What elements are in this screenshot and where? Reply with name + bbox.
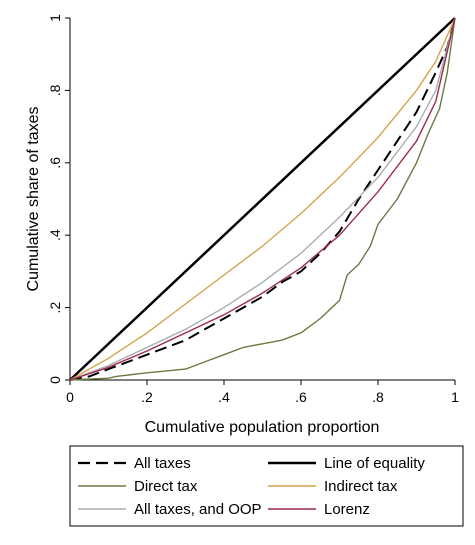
series-line-direct-tax — [69, 17, 456, 381]
x-tick-label: .4 — [218, 389, 230, 405]
y-tick-label: 1 — [47, 14, 63, 22]
x-tick-label: .8 — [372, 389, 384, 405]
y-tick-label: .6 — [47, 157, 63, 169]
legend-label-direct-tax: Direct tax — [134, 478, 198, 495]
legend-label-lorenz: Lorenz — [324, 501, 370, 518]
legend-label-all-taxes-and-oop: All taxes, and OOP — [134, 501, 262, 518]
series-line-all-taxes-and-oop — [69, 17, 456, 381]
series-line-line-of-equality — [69, 17, 456, 381]
y-tick-label: 0 — [47, 376, 63, 384]
legend-label-all-taxes: All taxes — [134, 455, 191, 472]
x-tick-label: .6 — [295, 389, 307, 405]
series-line-indirect-tax — [69, 17, 456, 381]
series-line-lorenz — [69, 17, 456, 381]
y-axis-title: Cumulative share of taxes — [25, 107, 42, 292]
legend-label-line-of-equality: Line of equality — [324, 455, 425, 472]
x-tick-label: 0 — [66, 389, 74, 405]
y-tick-label: .2 — [47, 302, 63, 314]
series-line-all-taxes — [69, 17, 456, 381]
legend-label-indirect-tax: Indirect tax — [324, 478, 398, 495]
y-tick-label: .8 — [47, 84, 63, 96]
x-tick-label: 1 — [451, 389, 459, 405]
x-axis-title: Cumulative population proportion — [145, 419, 380, 436]
legend-box — [69, 445, 464, 527]
x-tick-label: .2 — [141, 389, 153, 405]
y-tick-label: .4 — [47, 229, 63, 241]
